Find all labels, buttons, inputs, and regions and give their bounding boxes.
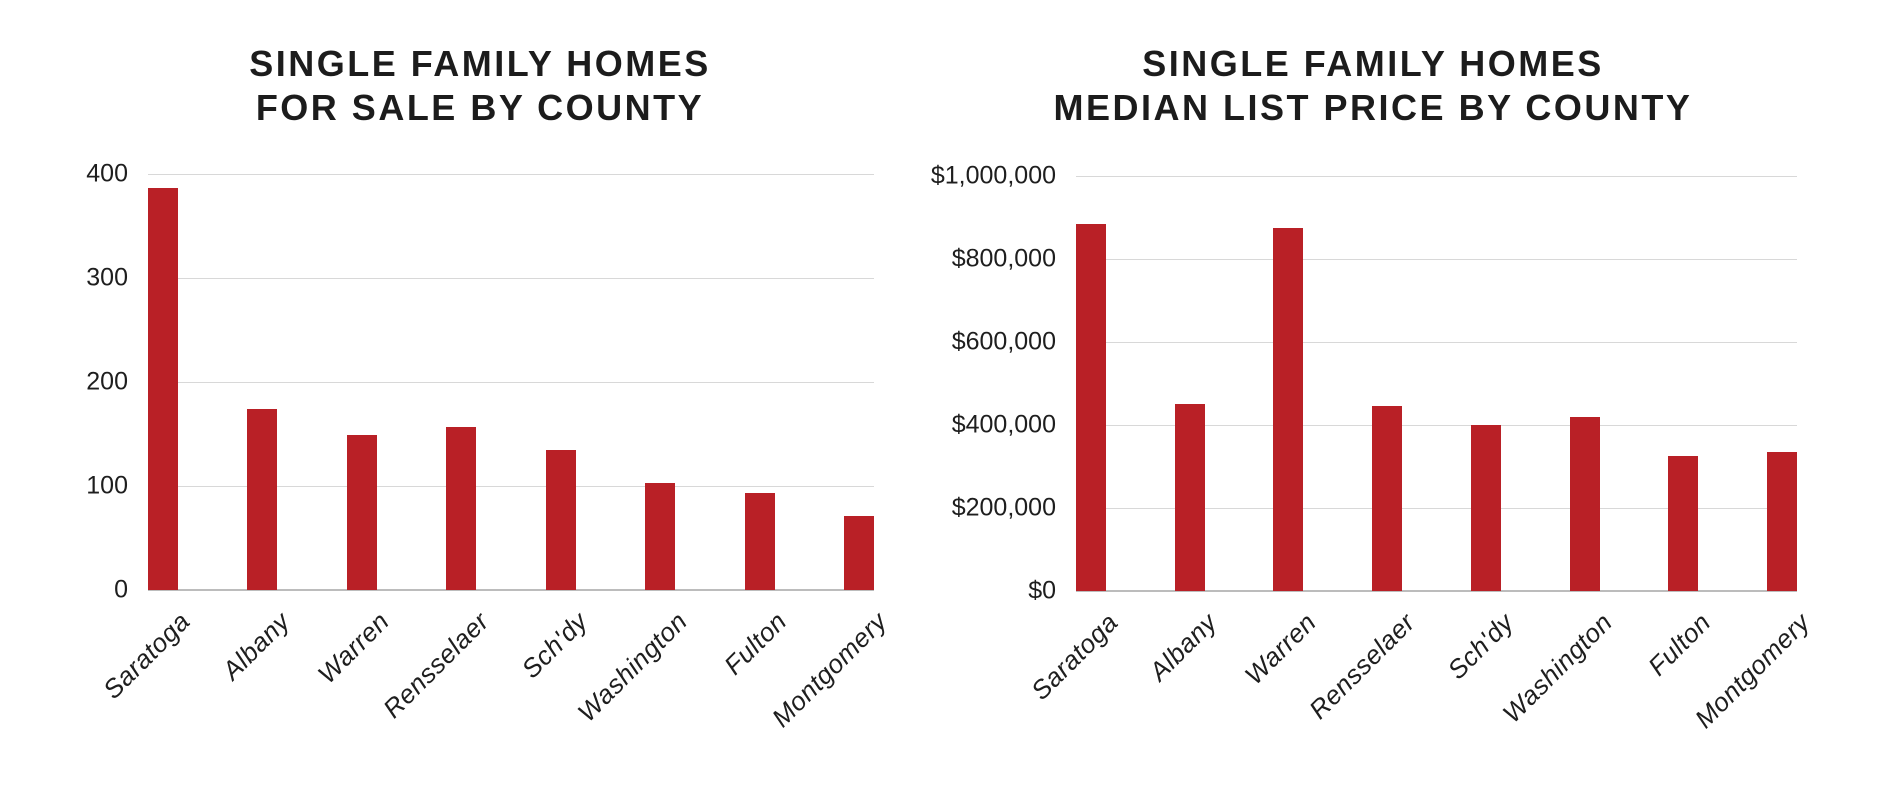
bar-fulton — [744, 493, 775, 590]
chart-title: SINGLE FAMILY HOMES FOR SALE BY COUNTY — [86, 36, 874, 130]
plot-area: Saratoga Albany Warren Rensselaer Sch'dy Wash… — [86, 160, 892, 733]
chart-median-list-price: SINGLE FAMILY HOMES MEDIAN LIST PRICE BY… — [931, 36, 1815, 756]
bar-sch-dy — [1470, 425, 1501, 591]
y-axis-tick-label: $400,000 — [951, 410, 1056, 439]
chart-title-line-2: MEDIAN LIST PRICE BY COUNTY — [1053, 87, 1693, 128]
chart-title-line-1: SINGLE FAMILY HOMES — [249, 43, 711, 84]
gridline — [1076, 176, 1797, 177]
x-axis-label-rensselaer: Rensselaer — [1302, 607, 1421, 725]
chart-title-line-1: SINGLE FAMILY HOMES — [1142, 43, 1604, 84]
bar-sch-dy — [545, 449, 576, 590]
x-axis-label-fulton: Fulton — [1642, 607, 1717, 682]
bar-montgomery — [1767, 451, 1797, 591]
x-axis-label-rensselaer: Rensselaer — [376, 606, 495, 724]
chart-title-line-2: FOR SALE BY COUNTY — [255, 87, 705, 128]
x-axis-label-saratoga: Saratoga — [1025, 607, 1125, 706]
y-axis-tick-label: $800,000 — [951, 244, 1056, 273]
y-axis-tick-label: 200 — [86, 367, 128, 396]
y-axis-tick-label: $200,000 — [951, 493, 1056, 522]
bar-fulton — [1668, 456, 1699, 591]
x-axis-labels: Saratoga Albany Warren Rensselaer Sch'dy Wash… — [98, 590, 893, 750]
gridline — [1076, 259, 1797, 260]
x-axis-label-saratoga: Saratoga — [97, 606, 197, 705]
chart-homes-for-sale: SINGLE FAMILY HOMES FOR SALE BY COUNTY S… — [86, 36, 892, 756]
bar-washington — [1569, 416, 1600, 591]
gridline — [148, 382, 874, 383]
y-axis-tick-label: 300 — [86, 263, 128, 292]
x-axis-label-fulton: Fulton — [718, 606, 793, 681]
y-axis-tick-label: $600,000 — [951, 327, 1056, 356]
gridline — [148, 486, 874, 487]
bar-saratoga — [148, 187, 178, 590]
gridline — [1076, 342, 1797, 343]
plot-area: Saratoga Albany Warren Rensselaer Sch'dy Wash… — [931, 162, 1815, 734]
y-axis-tick-label: $1,000,000 — [930, 161, 1056, 190]
x-axis-label-sch-dy: Sch'dy — [515, 606, 594, 684]
gridline — [1076, 425, 1797, 426]
bar-saratoga — [1076, 223, 1106, 591]
x-axis-label-sch-dy: Sch'dy — [1441, 607, 1520, 685]
bar-albany — [1174, 404, 1205, 591]
x-axis-baseline — [148, 589, 874, 591]
y-axis-tick-label: 400 — [86, 159, 128, 188]
gridline — [1076, 508, 1797, 509]
x-axis-label-warren: Warren — [311, 606, 396, 690]
bar-warren — [346, 435, 377, 590]
bar-washington — [645, 482, 676, 590]
bar-rensselaer — [446, 426, 477, 590]
bar-rensselaer — [1372, 406, 1403, 591]
x-axis-baseline — [1076, 590, 1797, 592]
bar-warren — [1273, 227, 1304, 591]
chart-title: SINGLE FAMILY HOMES MEDIAN LIST PRICE BY… — [950, 36, 1796, 130]
y-axis-tick-label: 0 — [114, 575, 128, 604]
x-axis-label-warren: Warren — [1238, 607, 1322, 691]
x-axis-label-albany: Albany — [216, 606, 296, 686]
y-axis-tick-label: $0 — [1028, 576, 1056, 605]
x-axis-label-albany: Albany — [1143, 607, 1223, 687]
gridline — [148, 278, 874, 279]
gridline — [148, 174, 874, 175]
bar-montgomery — [844, 516, 874, 590]
y-axis-tick-label: 100 — [86, 471, 128, 500]
bar-albany — [247, 409, 278, 590]
x-axis-labels: Saratoga Albany Warren Rensselaer Sch'dy Wash… — [1026, 591, 1816, 751]
